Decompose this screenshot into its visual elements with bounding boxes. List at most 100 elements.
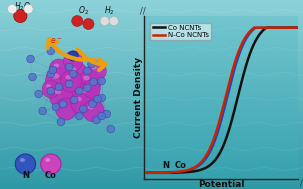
Bar <box>0 80 303 81</box>
Ellipse shape <box>60 103 66 107</box>
Bar <box>0 143 303 144</box>
Ellipse shape <box>61 70 82 92</box>
Bar <box>0 57 303 58</box>
Y-axis label: Current Density: Current Density <box>134 57 142 138</box>
Bar <box>0 82 303 83</box>
Ellipse shape <box>91 66 97 70</box>
Bar <box>0 30 303 31</box>
Co NCNTs <box>265 26 268 29</box>
Bar <box>0 8 303 9</box>
Bar <box>0 2 303 3</box>
Bar <box>0 161 303 162</box>
Ellipse shape <box>64 51 83 71</box>
Circle shape <box>79 105 87 113</box>
Bar <box>0 84 303 85</box>
Bar <box>0 178 303 179</box>
Bar <box>0 60 303 61</box>
X-axis label: Potential: Potential <box>198 180 245 189</box>
N-Co NCNTs <box>293 26 297 29</box>
Bar <box>0 64 303 65</box>
Ellipse shape <box>87 61 106 81</box>
Circle shape <box>83 19 94 29</box>
Ellipse shape <box>88 105 94 109</box>
Bar <box>0 170 303 171</box>
Co NCNTs <box>145 172 149 174</box>
Ellipse shape <box>45 158 50 162</box>
Circle shape <box>41 154 61 174</box>
Circle shape <box>75 112 83 120</box>
Bar <box>0 101 303 102</box>
Circle shape <box>98 112 105 120</box>
Text: //: // <box>300 179 303 188</box>
Bar <box>0 48 303 49</box>
Bar <box>0 177 303 178</box>
Bar <box>0 104 303 105</box>
Bar <box>0 69 303 70</box>
Bar <box>0 182 303 183</box>
Bar <box>0 21 303 22</box>
Bar <box>0 56 303 57</box>
Bar <box>0 172 303 173</box>
Circle shape <box>47 47 55 55</box>
Circle shape <box>94 95 102 103</box>
Bar <box>0 117 303 118</box>
Co NCNTs <box>270 26 273 29</box>
Bar <box>0 183 303 184</box>
Bar <box>0 97 303 98</box>
Ellipse shape <box>65 62 88 86</box>
Ellipse shape <box>78 70 101 94</box>
Bar <box>0 116 303 117</box>
Bar <box>0 46 303 47</box>
Co NCNTs <box>235 98 239 101</box>
Bar <box>0 157 303 158</box>
Bar <box>0 111 303 112</box>
Bar <box>0 136 303 137</box>
Ellipse shape <box>83 80 100 98</box>
Ellipse shape <box>80 88 87 93</box>
Circle shape <box>70 96 78 104</box>
Bar <box>0 128 303 129</box>
Line: Co NCNTs: Co NCNTs <box>147 28 298 173</box>
Bar <box>0 106 303 107</box>
Bar <box>0 115 303 116</box>
Bar <box>0 51 303 52</box>
Bar <box>0 112 303 113</box>
Circle shape <box>55 83 63 91</box>
Circle shape <box>49 66 57 74</box>
Bar <box>0 129 303 130</box>
Bar <box>0 52 303 53</box>
Bar <box>0 156 303 157</box>
Bar <box>0 119 303 120</box>
Bar <box>0 63 303 64</box>
Co NCNTs <box>217 153 221 156</box>
Bar <box>0 92 303 93</box>
Bar <box>0 184 303 185</box>
Bar <box>0 103 303 104</box>
Bar <box>0 22 303 23</box>
Circle shape <box>98 94 105 102</box>
N-Co NCNTs <box>145 172 149 174</box>
Bar <box>0 123 303 124</box>
Ellipse shape <box>83 75 90 80</box>
Ellipse shape <box>61 76 86 102</box>
Circle shape <box>84 84 91 92</box>
Bar <box>0 127 303 128</box>
Bar <box>0 29 303 30</box>
Bar <box>0 167 303 168</box>
Circle shape <box>52 103 60 111</box>
Bar <box>0 187 303 188</box>
Bar <box>0 173 303 174</box>
Bar <box>0 96 303 97</box>
Bar <box>0 66 303 67</box>
Circle shape <box>100 16 109 26</box>
Bar <box>0 31 303 32</box>
Bar <box>0 169 303 170</box>
Bar <box>0 144 303 145</box>
Bar <box>0 59 303 60</box>
Bar <box>0 133 303 134</box>
Bar <box>0 11 303 12</box>
Bar <box>0 176 303 177</box>
Bar <box>0 179 303 180</box>
Circle shape <box>24 5 33 13</box>
Bar <box>0 151 303 152</box>
